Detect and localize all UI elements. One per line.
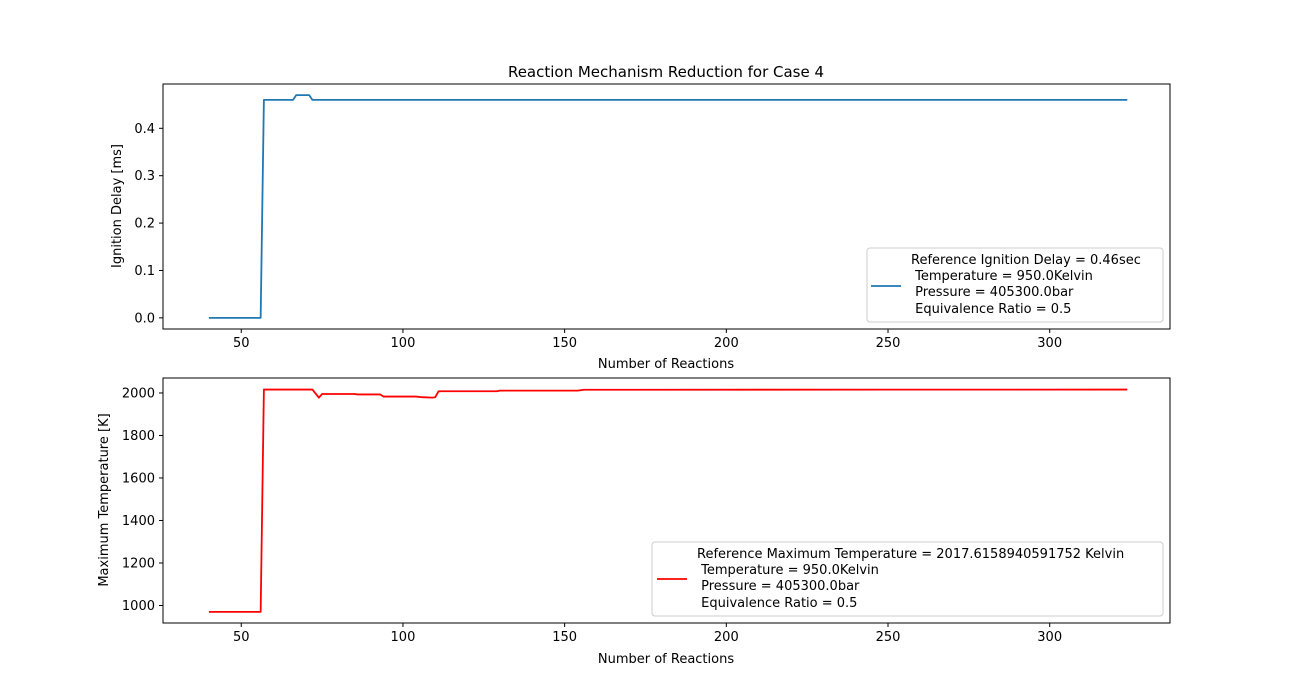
maximum-temperature-legend: Reference Maximum Temperature = 2017.615… bbox=[651, 541, 1164, 617]
ignition-delay-legend-line-4: Equivalence Ratio = 0.5 bbox=[911, 302, 1071, 317]
maximum-temperature-plot: 50 100 150 200 250 300 1000 1200 1400 1600 1800 200… bbox=[97, 377, 1171, 667]
maximum-temperature-y-tick-label: 1600 bbox=[122, 471, 155, 486]
ignition-delay-y-tick-label: 0.0 bbox=[134, 311, 155, 326]
ignition-delay-y-tick-label: 0.1 bbox=[134, 264, 155, 279]
ignition-delay-x-tick-label: 300 bbox=[1037, 336, 1062, 351]
maximum-temperature-y-tick-label: 2000 bbox=[122, 386, 155, 401]
ignition-delay-y-tick-label: 0.2 bbox=[134, 217, 155, 232]
maximum-temperature-legend-line-1: Reference Maximum Temperature = 2017.615… bbox=[697, 547, 1124, 562]
maximum-temperature-x-tick-label: 150 bbox=[552, 630, 577, 645]
maximum-temperature-x-tick-label: 100 bbox=[391, 630, 416, 645]
ignition-delay-y-tick-label: 0.3 bbox=[134, 169, 155, 184]
maximum-temperature-legend-line-3: Pressure = 405300.0bar bbox=[697, 579, 860, 594]
ignition-delay-x-tick-label: 200 bbox=[714, 336, 739, 351]
ignition-delay-x-tick-label: 50 bbox=[233, 336, 250, 351]
ignition-delay-line bbox=[208, 94, 1128, 319]
ignition-delay-y-tick-label: 0.4 bbox=[134, 122, 155, 137]
maximum-temperature-x-tick-label: 300 bbox=[1037, 630, 1062, 645]
maximum-temperature-x-tick-label: 250 bbox=[876, 630, 901, 645]
maximum-temperature-ticks: 50 100 150 200 250 300 1000 1200 1400 1600 1800 200… bbox=[122, 386, 1062, 645]
ignition-delay-x-tick-label: 100 bbox=[391, 336, 416, 351]
ignition-delay-plot: 50 100 150 200 250 300 0.0 0.1 0.2 0.3 0.4 Number … bbox=[110, 83, 1171, 372]
maximum-temperature-y-tick-label: 1400 bbox=[122, 514, 155, 529]
ignition-delay-x-tick-label: 250 bbox=[876, 336, 901, 351]
maximum-temperature-x-tick-label: 50 bbox=[233, 630, 250, 645]
maximum-temperature-y-label: Maximum Temperature [K] bbox=[97, 413, 112, 586]
maximum-temperature-x-tick-label: 200 bbox=[714, 630, 739, 645]
ignition-delay-x-tick-label: 150 bbox=[552, 336, 577, 351]
ignition-delay-ticks: 50 100 150 200 250 300 0.0 0.1 0.2 0.3 0.4 bbox=[134, 122, 1062, 351]
ignition-delay-legend: Reference Ignition Delay = 0.46sec Tempe… bbox=[866, 247, 1164, 323]
maximum-temperature-legend-line-2: Temperature = 950.0Kelvin bbox=[697, 563, 879, 578]
ignition-delay-y-label: Ignition Delay [ms] bbox=[110, 144, 125, 268]
figure-title: Reaction Mechanism Reduction for Case 4 bbox=[508, 63, 824, 81]
maximum-temperature-x-label: Number of Reactions bbox=[598, 652, 734, 667]
maximum-temperature-line bbox=[208, 388, 1128, 613]
maximum-temperature-y-tick-label: 1800 bbox=[122, 429, 155, 444]
ignition-delay-legend-line-2: Temperature = 950.0Kelvin bbox=[911, 269, 1093, 284]
maximum-temperature-legend-line-4: Equivalence Ratio = 0.5 bbox=[697, 596, 857, 611]
ignition-delay-x-label: Number of Reactions bbox=[598, 357, 734, 372]
maximum-temperature-y-tick-label: 1200 bbox=[122, 556, 155, 571]
maximum-temperature-legend-box bbox=[651, 541, 1164, 617]
ignition-delay-legend-box bbox=[866, 247, 1164, 323]
maximum-temperature-y-tick-label: 1000 bbox=[122, 599, 155, 614]
ignition-delay-legend-line-1: Reference Ignition Delay = 0.46sec bbox=[911, 253, 1141, 268]
ignition-delay-legend-line-3: Pressure = 405300.0bar bbox=[911, 285, 1074, 300]
